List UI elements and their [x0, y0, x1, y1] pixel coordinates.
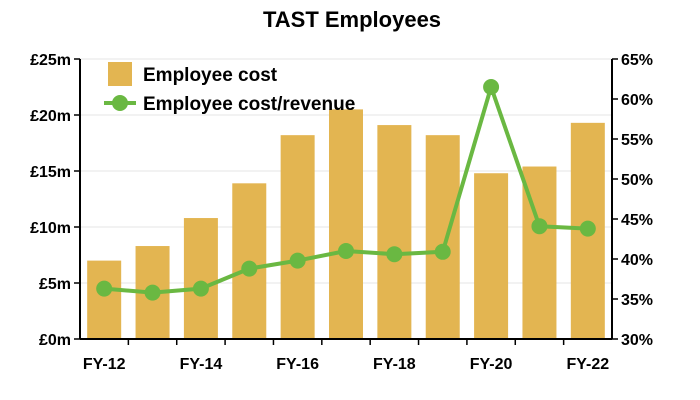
- line-point: [483, 79, 500, 95]
- y-left-tick-label: £5m: [39, 276, 71, 293]
- legend-label-employee-cost: Employee cost: [143, 65, 278, 86]
- y-left-tick-label: £10m: [30, 220, 71, 237]
- bar: [474, 173, 509, 339]
- line-point: [144, 284, 161, 301]
- bar: [425, 135, 460, 339]
- y-right-tick-label: 35%: [621, 292, 653, 309]
- legend-swatch-marker: [112, 95, 128, 111]
- line-series: [96, 79, 596, 301]
- y-left-tick-label: £20m: [30, 108, 71, 125]
- bar: [377, 125, 412, 339]
- axes: £0m £5m £10m £15m £20m £25m 30% 35% 40% 45% 50% 55%…: [30, 52, 653, 373]
- y-right-tick-label: 30%: [621, 332, 653, 349]
- y-right-tick-label: 50%: [621, 172, 653, 189]
- line-point: [241, 260, 258, 277]
- line-point: [531, 218, 548, 235]
- line-point: [579, 220, 596, 237]
- line-point: [386, 246, 403, 263]
- x-tick-label: FY-22: [566, 356, 609, 373]
- x-tick-label: FY-12: [83, 356, 126, 373]
- line-point: [289, 252, 306, 269]
- line-point: [192, 280, 209, 297]
- line-point: [434, 243, 451, 260]
- line-point: [96, 280, 113, 297]
- y-left-tick-label: £0m: [39, 332, 71, 349]
- x-tick-label: FY-14: [180, 356, 223, 373]
- x-tick-label: FY-18: [373, 356, 416, 373]
- bar: [183, 218, 218, 339]
- x-tick-label: FY-20: [470, 356, 513, 373]
- chart-title: TAST Employees: [263, 7, 441, 32]
- y-right-tick-label: 55%: [621, 132, 653, 149]
- bar: [280, 135, 315, 339]
- bar: [87, 260, 122, 339]
- y-right-tick-label: 40%: [621, 252, 653, 269]
- bar-series: [87, 109, 605, 340]
- y-left-tick-label: £25m: [30, 52, 71, 69]
- legend: Employee cost Employee cost/revenue: [104, 62, 355, 115]
- legend-swatch-employee-cost: [108, 62, 132, 86]
- legend-label-employee-cost-revenue: Employee cost/revenue: [143, 94, 355, 115]
- line-point: [338, 243, 354, 259]
- y-right-tick-label: 65%: [621, 52, 653, 69]
- y-right-tick-label: 45%: [621, 212, 653, 229]
- x-tick-label: FY-16: [276, 356, 319, 373]
- bar: [329, 109, 363, 340]
- y-left-tick-label: £15m: [30, 164, 71, 181]
- y-right-tick-label: 60%: [621, 92, 653, 109]
